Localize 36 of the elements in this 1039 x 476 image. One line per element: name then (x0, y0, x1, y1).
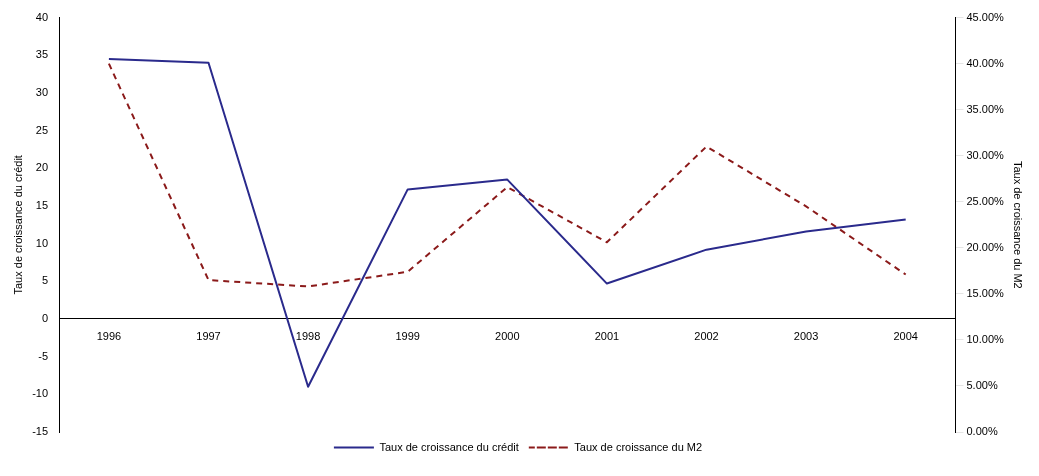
y2-tick-label: 15.00% (966, 286, 1005, 299)
line-series (107, 62, 907, 288)
y-tick-label: 35 (35, 48, 49, 61)
y-tick-label: -5 (38, 349, 49, 362)
y-tick-label: 5 (41, 274, 49, 287)
y-tick-label: -15 (32, 425, 49, 438)
y2-tick-label: 45.00% (966, 10, 1005, 23)
y2-tick-label: 40.00% (966, 56, 1005, 69)
y2-tick-label: 5.00% (966, 378, 998, 391)
y-axis-title: Taux de croissance du crédit (11, 155, 24, 295)
y-tick-label: 15 (35, 198, 49, 211)
y-tick-label: 10 (35, 236, 49, 249)
y2-axis-title: Taux de croissance du M2 (1012, 160, 1025, 289)
x-tick-label: 2000 (495, 329, 520, 342)
y2-tick-label: 35.00% (966, 102, 1005, 115)
y-tick-label: 30 (35, 85, 49, 98)
legend-label: Taux de croissance du M2 (574, 440, 703, 453)
legend-label: Taux de croissance du crédit (379, 440, 519, 453)
y-tick-label: 25 (35, 123, 49, 136)
x-tick-label: 1999 (395, 329, 420, 342)
x-tick-label: 2001 (594, 329, 620, 342)
y2-tick-label: 0.00% (966, 425, 998, 438)
y-tick-label: 0 (41, 312, 49, 325)
y2-tick-label: 10.00% (966, 332, 1005, 345)
x-tick-label: 2004 (893, 329, 918, 342)
y-tick-label: 40 (35, 10, 49, 23)
y2-tick-label: 25.00% (966, 194, 1005, 207)
x-tick-label: 2003 (793, 329, 819, 342)
x-tick-label: 2002 (694, 329, 719, 342)
y-tick-label: -10 (32, 387, 49, 400)
y2-tick-label: 30.00% (966, 148, 1005, 161)
x-tick-label: 1997 (196, 329, 221, 342)
y-tick-label: 20 (35, 161, 49, 174)
x-tick-label: 1996 (96, 329, 122, 342)
x-tick-label: 1998 (295, 329, 321, 342)
y2-tick-label: 20.00% (966, 240, 1005, 253)
